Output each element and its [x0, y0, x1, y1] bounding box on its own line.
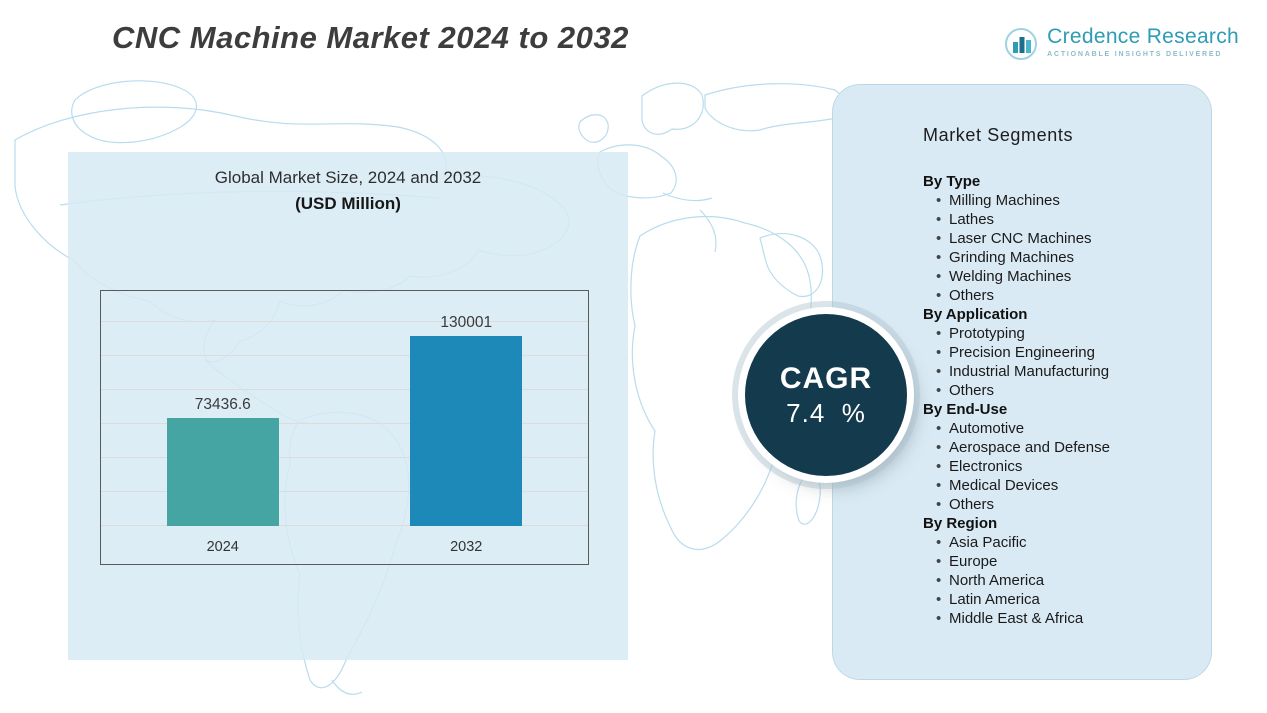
segment-item-label: Industrial Manufacturing — [949, 363, 1110, 380]
segment-item: • North America — [923, 571, 1191, 590]
bullet-icon: • — [936, 477, 942, 494]
segment-item: • Automotive — [923, 419, 1191, 438]
bullet-icon: • — [936, 496, 942, 513]
segment-item-label: Medical Devices — [949, 477, 1059, 494]
x-axis-labels: 2024 2032 — [101, 539, 588, 555]
segment-item: • Milling Machines — [923, 191, 1191, 210]
bar-2024 — [166, 418, 279, 526]
segment-item-label: Prototyping — [949, 325, 1025, 342]
bullet-icon: • — [936, 344, 942, 361]
credence-logo: Credence Research Actionable Insights De… — [1003, 26, 1239, 62]
segments-list: By Type • Milling Machines • Lathes • Laser CN… — [923, 172, 1191, 628]
segment-item-label: Precision Engineering — [949, 344, 1095, 361]
segment-item: • Precision Engineering — [923, 343, 1191, 362]
segment-item-label: Asia Pacific — [949, 534, 1027, 551]
bullet-icon: • — [936, 287, 942, 304]
cagr-label: CAGR — [779, 361, 873, 395]
bar-slot: 130001 — [410, 314, 523, 526]
segment-group-label: By End-Use — [923, 401, 1008, 418]
cagr-badge: CAGR 7.4 % — [745, 314, 907, 476]
bullet-icon: • — [936, 325, 942, 342]
segment-item: • Medical Devices — [923, 476, 1191, 495]
segment-item-label: Automotive — [949, 420, 1025, 437]
segment-item-label: Others — [949, 382, 995, 399]
bar-category-label: 2032 — [450, 539, 483, 555]
bar-category-label: 2024 — [206, 539, 239, 555]
segment-item-label: Latin America — [949, 591, 1040, 608]
segment-group-label: By Region — [923, 515, 998, 532]
bullet-icon: • — [936, 420, 942, 437]
bullet-icon: • — [936, 211, 942, 228]
cagr-value: 7.4 % — [786, 397, 866, 428]
segment-item: • Latin America — [923, 590, 1191, 609]
logo-tagline: Actionable Insights Delivered — [1047, 51, 1223, 58]
bullet-icon: • — [936, 553, 942, 570]
segment-item: • Prototyping — [923, 324, 1191, 343]
bar-slot: 73436.6 — [166, 396, 279, 526]
segment-item-label: Lathes — [949, 211, 995, 228]
segment-item-label: Welding Machines — [949, 268, 1072, 285]
segment-item: • Others — [923, 286, 1191, 305]
bullet-icon: • — [936, 382, 942, 399]
bullet-icon: • — [936, 192, 942, 209]
bar-chart: 73436.6 130001 2024 2032 — [100, 290, 589, 565]
segment-item: • Others — [923, 495, 1191, 514]
bullet-icon: • — [936, 572, 942, 589]
segment-item: • Others — [923, 381, 1191, 400]
segment-item-label: Laser CNC Machines — [949, 230, 1092, 247]
segment-item: • Grinding Machines — [923, 248, 1191, 267]
chart-panel: Global Market Size, 2024 and 2032 (USD M… — [68, 152, 628, 660]
bullet-icon: • — [936, 268, 942, 285]
segment-item: • Industrial Manufacturing — [923, 362, 1191, 381]
segment-item: • Laser CNC Machines — [923, 229, 1191, 248]
segment-item-label: Middle East & Africa — [949, 610, 1084, 627]
bullet-icon: • — [936, 610, 942, 627]
bar-value-label: 73436.6 — [194, 396, 251, 413]
page-title: CNC Machine Market 2024 to 2032 — [112, 20, 629, 55]
segment-item-label: Others — [949, 496, 995, 513]
segment-item: • Aerospace and Defense — [923, 438, 1191, 457]
segment-item: • Lathes — [923, 210, 1191, 229]
segment-group-label: By Application — [923, 306, 1028, 323]
segment-item: • Asia Pacific — [923, 533, 1191, 552]
segment-item-label: Grinding Machines — [949, 249, 1075, 266]
chart-subtitle: (USD Million) — [295, 194, 401, 213]
bullet-icon: • — [936, 249, 942, 266]
segment-item-label: Europe — [949, 553, 998, 570]
bullet-icon: • — [936, 534, 942, 551]
bullet-icon: • — [936, 363, 942, 380]
segment-item: • Electronics — [923, 457, 1191, 476]
bullet-icon: • — [936, 439, 942, 456]
bar-plot-area: 73436.6 130001 — [101, 291, 588, 526]
bullet-icon: • — [936, 230, 942, 247]
segment-item-label: Milling Machines — [949, 192, 1060, 209]
segment-item-label: North America — [949, 572, 1045, 589]
credence-logo-icon — [1005, 28, 1038, 60]
segment-item-label: Electronics — [949, 458, 1023, 475]
segments-title: Market Segments — [923, 125, 1074, 145]
segment-group-label: By Type — [923, 173, 981, 190]
bar-2032 — [410, 336, 523, 526]
bullet-icon: • — [936, 591, 942, 608]
segment-item-label: Others — [949, 287, 995, 304]
chart-title: Global Market Size, 2024 and 2032 — [214, 168, 482, 187]
segment-item-label: Aerospace and Defense — [949, 439, 1110, 456]
segment-item: • Europe — [923, 552, 1191, 571]
bullet-icon: • — [936, 458, 942, 475]
logo-name: Credence Research — [1047, 25, 1239, 48]
segment-item: • Middle East & Africa — [923, 609, 1191, 628]
bar-value-label: 130001 — [440, 314, 493, 331]
segment-item: • Welding Machines — [923, 267, 1191, 286]
